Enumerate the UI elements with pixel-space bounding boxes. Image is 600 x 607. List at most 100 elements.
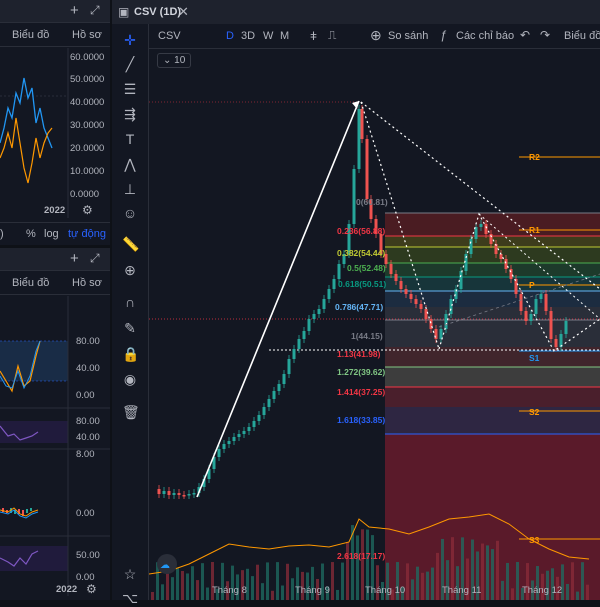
indicators-button[interactable]: Các chỉ báo (456, 30, 515, 42)
channel-tool-icon[interactable]: ⇶ (124, 106, 136, 122)
pattern-tool-icon[interactable]: ⋀ (124, 156, 136, 172)
bar-type-icon[interactable]: ⎍ (328, 28, 337, 42)
symbol-search-button[interactable]: CSV (158, 30, 181, 42)
star-icon[interactable]: ☆ (123, 566, 137, 582)
emoji-icon[interactable]: ☺ (122, 205, 138, 221)
candle-body (282, 374, 286, 384)
main-chart-area[interactable]: ⌄ 10 (149, 49, 600, 600)
signal-line (0, 509, 39, 519)
volume-bar (546, 570, 549, 600)
y-tick: 10.0000 (70, 166, 105, 177)
pivot-s3-label: S3 (529, 535, 540, 545)
candle-body (257, 415, 261, 421)
ruler-icon[interactable]: 📏 (122, 236, 140, 252)
volume-bar (286, 563, 289, 600)
percent-scale-button[interactable]: % (26, 228, 36, 240)
chart-tab-title[interactable]: CSV (1D) (134, 6, 182, 18)
fib-level-label: 0.236(56.88) (337, 226, 386, 236)
bottom-left-menu-bar: Biểu đồ Hồ sơ (0, 272, 110, 295)
zoom-icon[interactable]: ⊕ (124, 262, 136, 278)
magnet-icon[interactable]: ∩ (124, 294, 136, 310)
compare-plus-icon[interactable]: ⊕ (370, 27, 382, 43)
candle-body (399, 281, 403, 289)
main-toolbar: CSV D 3D W M ǂ ⎍ ⊕ So sánh ƒ Các chỉ báo… (148, 24, 600, 49)
settings-icon[interactable]: ⚙ (82, 203, 93, 217)
lock-icon[interactable]: 🔒 (122, 346, 140, 362)
volume-bar (176, 568, 179, 600)
volume-bar (446, 560, 449, 600)
volume-bar (516, 562, 519, 600)
candle-body (360, 109, 364, 139)
trash-icon[interactable]: 🗑 (122, 404, 140, 420)
interval-w[interactable]: W (263, 30, 274, 42)
candle-body (454, 289, 458, 299)
volume-bar (256, 564, 259, 600)
pivot-r2-label: R2 (529, 152, 540, 162)
fib-tool-icon[interactable]: ☰ (123, 81, 137, 97)
profile-menu-button[interactable]: Hồ sơ (72, 277, 102, 289)
candle-body (242, 431, 246, 434)
plus-icon[interactable]: + (70, 250, 79, 267)
candlesticks (157, 105, 568, 499)
volume-bar (261, 583, 264, 600)
volume-bar (361, 529, 364, 600)
volume-bar (466, 558, 469, 600)
log-scale-button[interactable]: log (44, 228, 59, 240)
volume-bar (246, 568, 249, 600)
trend-line-icon[interactable]: ╱ (125, 56, 135, 72)
candle-body (519, 294, 523, 311)
candle-body (247, 427, 251, 431)
candle-body (162, 491, 166, 494)
bottom-left-indicator-panel: + ⤢ Biểu đồ Hồ sơ 80.00 40.00 0.00 80.00… (0, 248, 110, 600)
candle-body (302, 331, 306, 339)
eye-icon[interactable]: ◉ (123, 371, 137, 387)
prediction-tool-icon[interactable]: ⊥ (123, 181, 137, 197)
chart-menu-button[interactable]: Biểu đồ (564, 30, 600, 42)
chart-menu-button[interactable]: Biểu đồ (12, 29, 50, 41)
volume-bar (461, 537, 464, 600)
chart-menu-button[interactable]: Biểu đồ (12, 277, 50, 289)
candle-body (262, 407, 266, 415)
redo-icon[interactable]: ↷ (540, 28, 551, 42)
profile-menu-button[interactable]: Hồ sơ (72, 29, 102, 41)
volume-bar (271, 590, 274, 600)
expand-icon[interactable]: ⤢ (90, 3, 100, 17)
pencil-lock-icon[interactable]: ✎ (124, 320, 136, 336)
volume-bar (396, 562, 399, 600)
settings-icon[interactable]: ⚙ (86, 582, 97, 596)
volume-bar (411, 579, 414, 600)
auto-scale-button[interactable]: tự động (68, 228, 106, 240)
crosshair-icon[interactable]: ✛ (124, 32, 136, 48)
candle-body (389, 264, 393, 274)
plus-icon[interactable]: + (70, 2, 79, 19)
volume-bar (206, 587, 209, 600)
candle-body (182, 495, 186, 497)
close-icon[interactable]: ✕ (178, 4, 189, 19)
indicator-charts (0, 296, 110, 596)
rsi-line-blue (0, 340, 41, 390)
volume-bar (296, 567, 299, 600)
top-left-price-chart (0, 48, 69, 218)
candle-body (559, 334, 563, 347)
fib-level-label: 1.272(39.62) (337, 367, 386, 377)
interval-3d[interactable]: 3D (241, 30, 256, 42)
pivot-s1-label: S1 (529, 353, 540, 363)
volume-bar (481, 543, 484, 600)
candle-body (479, 224, 483, 227)
candle-body (337, 264, 341, 279)
indicators-fx-icon[interactable]: ƒ (440, 28, 447, 42)
text-tool-icon[interactable]: T (125, 131, 135, 147)
tree-icon[interactable]: ⌥ (122, 590, 139, 606)
expand-icon[interactable]: ⤢ (90, 251, 100, 265)
compare-button[interactable]: So sánh (388, 30, 429, 42)
candle-body (374, 219, 378, 234)
volume-bar (426, 571, 429, 600)
undo-icon[interactable]: ↶ (520, 28, 531, 42)
interval-m[interactable]: M (280, 30, 290, 42)
drawings-count-badge[interactable]: ⌄ 10 (157, 53, 192, 68)
x-axis-label: Tháng 9 (295, 585, 330, 596)
interval-d[interactable]: D (226, 30, 234, 42)
candle-body (317, 309, 321, 314)
candle-type-icon[interactable]: ǂ (310, 29, 318, 43)
volume-bar (551, 568, 554, 600)
